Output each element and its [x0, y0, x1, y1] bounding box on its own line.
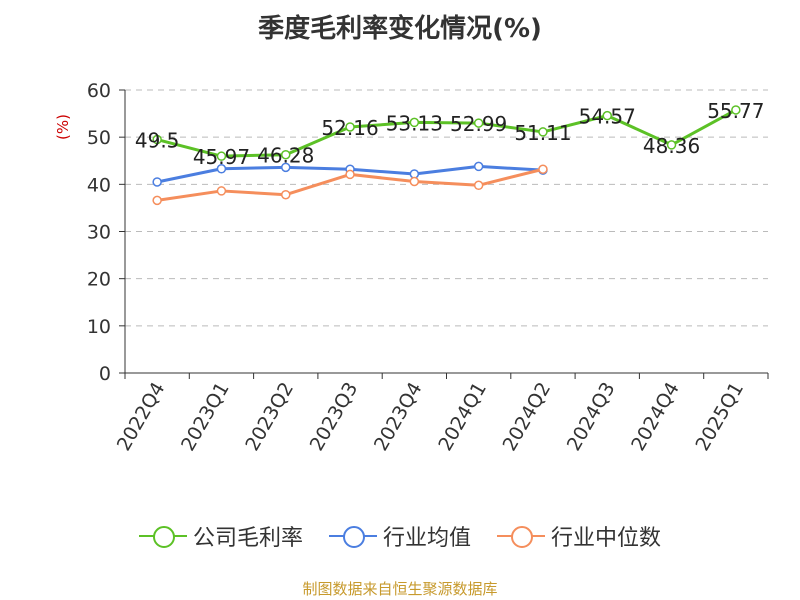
data-point-2 — [345, 169, 355, 180]
data-point-0 — [216, 151, 227, 161]
data-label: 49.5 — [135, 129, 180, 153]
grid-lines — [125, 89, 768, 327]
data-point-1 — [216, 164, 227, 174]
legend-item-company[interactable]: 公司毛利率 — [138, 520, 303, 552]
source-note: 制图数据来自恒生聚源数据库 — [302, 580, 498, 598]
legend-item-industry-mean[interactable]: 行业均值 — [328, 520, 471, 552]
legend-label-company: 公司毛利率 — [192, 526, 303, 551]
data-point-0 — [666, 140, 677, 150]
data-point-0 — [731, 105, 741, 115]
data-label: 52.16 — [321, 116, 378, 140]
x-tick-label: 2023Q2 — [241, 379, 298, 455]
data-point-0 — [538, 127, 548, 137]
x-tick-label: 2024Q2 — [499, 379, 556, 455]
y-tick-label: 30 — [87, 222, 111, 244]
x-tick-label: 2024Q3 — [563, 379, 620, 455]
data-label: 46.28 — [257, 144, 314, 168]
y-tick-label: 0 — [99, 363, 111, 385]
y-tick-label: 40 — [87, 174, 111, 196]
x-tick-label: 2023Q4 — [370, 379, 427, 455]
x-tick-label: 2022Q4 — [113, 379, 170, 455]
data-label: 54.57 — [579, 105, 636, 129]
data-point-0 — [281, 149, 291, 160]
data-label: 45.97 — [193, 145, 250, 169]
x-tick-label: 2024Q4 — [627, 379, 684, 455]
data-point-2 — [409, 176, 420, 187]
series-line-0 — [156, 108, 737, 158]
legend-item-industry-median[interactable]: 行业中位数 — [497, 520, 661, 552]
data-label: 52.99 — [450, 112, 507, 136]
x-tick-label: 2024Q1 — [434, 379, 491, 455]
x-tick-label: 2023Q1 — [177, 379, 234, 455]
legend-marker-industry-mean — [328, 526, 377, 548]
legend: 公司毛利率 行业均值 行业中位数 — [0, 520, 800, 552]
data-point-2 — [152, 195, 162, 206]
y-tick-label: 60 — [87, 80, 111, 102]
data-point-1 — [473, 161, 484, 172]
data-point-2 — [216, 186, 227, 196]
data-point-0 — [473, 118, 484, 128]
data-labels: 49.5 45.97 46.28 52.16 53.13 52.99 51.11 54.57 4… — [135, 99, 765, 169]
x-tick-label: 2025Q1 — [691, 379, 748, 455]
legend-label-industry-mean: 行业均值 — [382, 526, 471, 551]
data-point-0 — [602, 110, 612, 121]
legend-marker-industry-median — [497, 526, 545, 548]
data-point-0 — [345, 122, 355, 132]
legend-marker-company — [138, 526, 187, 548]
data-point-1 — [281, 162, 291, 173]
series-layer — [152, 105, 741, 206]
chart-title: 季度毛利率变化情况(%) — [258, 14, 542, 44]
legend-label-industry-median: 行业中位数 — [551, 526, 662, 551]
data-point-0 — [409, 117, 420, 128]
data-label: 51.11 — [514, 121, 571, 145]
data-point-2 — [473, 180, 484, 191]
data-label: 53.13 — [386, 111, 443, 135]
data-point-0 — [152, 134, 162, 145]
data-point-1 — [152, 177, 162, 187]
y-tick-label: 10 — [87, 316, 111, 338]
data-label: 55.77 — [707, 99, 764, 123]
y-axis-label: (%) — [54, 114, 72, 140]
data-point-2 — [538, 164, 548, 174]
y-tick-label: 20 — [87, 269, 111, 291]
x-tick-label: 2023Q3 — [306, 379, 363, 455]
data-point-2 — [281, 189, 291, 200]
y-tick-label: 50 — [87, 127, 111, 149]
data-label: 48.36 — [643, 134, 700, 158]
